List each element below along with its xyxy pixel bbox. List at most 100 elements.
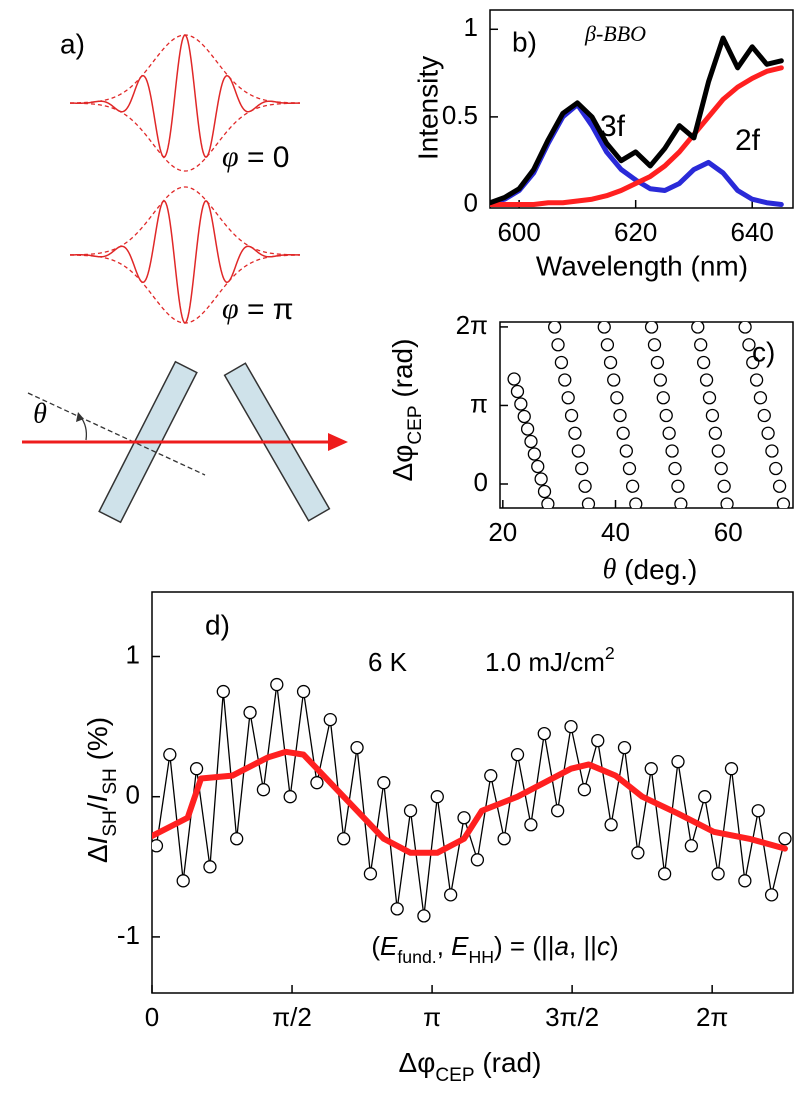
data-point [749,373,764,387]
data-point [531,459,545,474]
y-tick-label: 0 [464,187,478,217]
beam-arrowhead [328,433,348,451]
data-point [738,874,752,888]
annotation-part: c [597,931,610,961]
y-axis-label-part: SH [100,768,121,794]
data-point [163,747,177,762]
data-point [761,426,775,440]
x-axis-label: θ (deg.) [603,554,698,585]
data-point [256,783,271,797]
data-point [772,479,787,493]
phase-label-part: = 0 [239,141,290,174]
data-point [296,684,311,699]
annotation: (Efund., EHH) = (||a, ||c) [371,931,618,967]
annotation-part: a [555,931,569,961]
data-point [616,426,630,440]
data-point [568,426,582,440]
data-point [764,888,779,902]
data-point [514,397,528,411]
phase-label: φ = π [222,292,294,326]
data-point [497,832,511,846]
panel-label: b) [512,26,537,57]
data-point [776,497,791,508]
data-point [457,811,471,825]
data-point [548,322,562,334]
x-tick-label: 2π [696,1002,728,1032]
plot-area [152,677,792,923]
series-line [155,683,786,917]
annotation-part: ) [610,931,619,961]
data-point [551,338,565,352]
y-axis-label-part: SH [100,810,121,836]
series-label: 2f [735,124,761,157]
data-point [751,804,765,818]
data-point [270,677,284,692]
data-point [537,484,552,499]
data-point [417,909,431,923]
pulse-envelope [69,102,301,172]
data-point [711,444,725,458]
data-point [216,684,230,699]
data-point [176,874,190,888]
data-point [607,373,621,387]
data-point [657,867,672,881]
data-point [243,705,257,720]
data-point [769,461,783,476]
data-point [561,391,575,405]
data-point [617,740,632,755]
data-point [671,479,685,493]
data-point [622,461,637,476]
data-point [668,461,682,476]
data-point [230,832,244,846]
data-point [537,726,551,741]
y-axis-label-part: CEP [405,405,426,444]
x-tick-label: 20 [488,517,517,547]
data-point [671,755,685,769]
data-point [613,408,627,423]
plot-frame [151,591,794,994]
data-point [738,322,752,334]
panel-label: c) [752,336,775,367]
y-axis-label-part: / [82,802,113,810]
phase-label: φ = 0 [222,140,289,174]
plot-area [490,35,784,207]
data-point [603,355,618,370]
data-point [662,426,676,440]
series-label: 3f [600,110,626,143]
data-point [724,762,739,776]
x-tick-label: 620 [614,217,657,247]
data-point [659,408,673,423]
annotation-part: E [380,931,398,961]
data-point [714,461,728,476]
x-tick-label: 3π/2 [545,1002,599,1032]
normal-line [27,392,206,476]
condition: 6 K [368,647,408,677]
angle-arrowhead [76,412,84,422]
data-point [674,497,688,508]
data-point [742,338,756,352]
y-tick-label: 2π [456,310,488,340]
pulse-carrier [69,34,301,159]
annotation-part: E [451,931,469,961]
data-point [708,426,723,440]
x-axis-label-part: θ [603,554,617,585]
data-point [507,372,521,386]
panel-label: a) [60,28,85,59]
series-line [490,65,784,207]
plot-frame [489,9,794,209]
y-tick-label: -1 [117,920,140,950]
x-axis-label-part: CEP [435,1065,474,1086]
data-point [350,740,364,755]
pulse-envelope [69,186,301,256]
condition: 1.0 mJ/cm2 [485,643,615,677]
y-axis-label-part: (rad) [387,339,418,406]
data-point [524,434,538,449]
data-point [484,769,498,783]
data-point [524,818,538,832]
data-point [203,860,217,874]
condition-part: 1.0 mJ/cm [485,647,605,677]
data-point [650,355,665,370]
data-point [520,422,535,436]
data-point [430,790,444,804]
data-point [746,355,760,370]
